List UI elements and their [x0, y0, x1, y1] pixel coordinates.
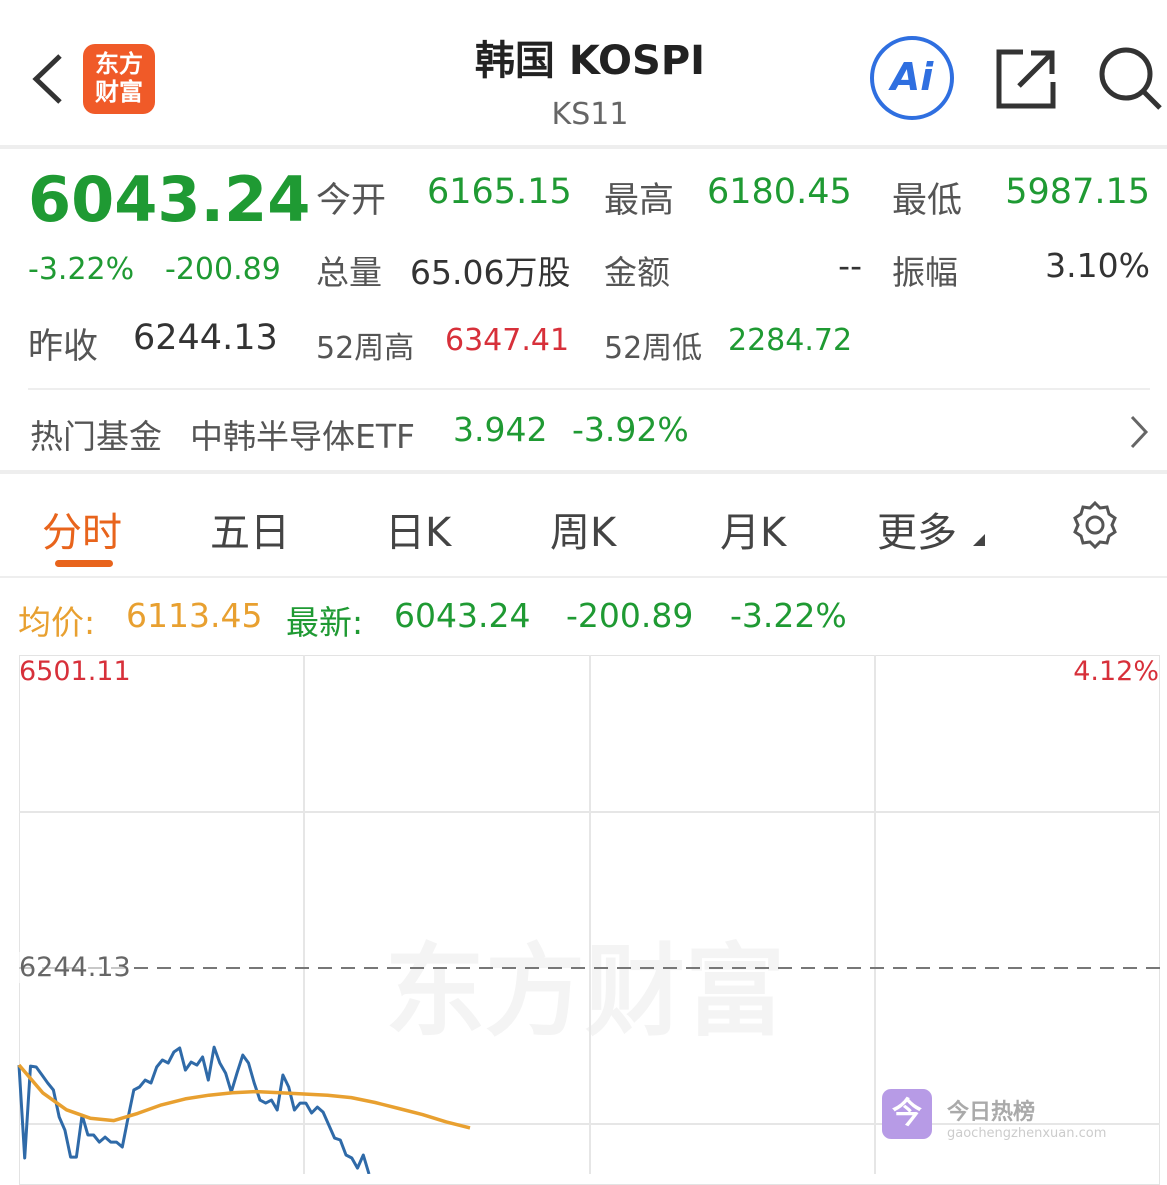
app-logo: 东方 财富 [83, 44, 155, 114]
amplitude-label: 振幅 [892, 253, 958, 292]
amplitude-value: 3.10% [1045, 246, 1150, 285]
latest-change-pct: -3.22% [730, 596, 847, 635]
price-line [17, 1045, 371, 1174]
watermark: 东方财富 [385, 933, 785, 1050]
prev-close-value: 6244.13 [133, 318, 278, 358]
change-pct: -3.22% [28, 252, 135, 287]
y-max-label: 6501.11 [19, 656, 131, 687]
stock-code: KS11 [551, 97, 629, 132]
tab-intraday[interactable]: 分时 [42, 510, 122, 556]
prev-close-line-label: 6244.13 [19, 952, 131, 983]
tab-monthly-k[interactable]: 月K [720, 510, 787, 556]
avg-label: 均价: [18, 603, 96, 642]
open-value: 6165.15 [427, 172, 572, 212]
divider [28, 388, 1150, 390]
header-divider [0, 145, 1167, 149]
high-value: 6180.45 [707, 172, 852, 212]
section-divider [0, 470, 1167, 474]
overlay-title: 今日热榜 [947, 1100, 1036, 1125]
page-title: 韩国 KOSPI [474, 38, 706, 84]
tab-daily-k[interactable]: 日K [385, 510, 452, 556]
back-chevron-icon[interactable] [30, 52, 66, 106]
w52-low-label: 52周低 [604, 331, 703, 366]
tab-more[interactable]: 更多 [877, 510, 957, 556]
fund-change: -3.92% [572, 410, 689, 449]
w52-high-label: 52周高 [316, 331, 415, 366]
ai-icon[interactable]: Ai [870, 36, 954, 120]
tab-five-day[interactable]: 五日 [210, 510, 290, 556]
fund-price: 3.942 [453, 410, 548, 449]
high-label: 最高 [604, 181, 675, 221]
w52-low-value: 2284.72 [728, 323, 853, 358]
divider [0, 576, 1167, 578]
prev-close-label: 昨收 [28, 327, 99, 367]
amount-value: -- [838, 246, 862, 285]
volume-value: 65.06万股 [410, 253, 571, 292]
volume-label: 总量 [316, 253, 382, 292]
amount-label: 金额 [604, 253, 670, 292]
latest-label: 最新: [286, 603, 364, 642]
open-label: 今开 [316, 181, 387, 221]
gear-icon[interactable] [1070, 500, 1120, 550]
tab-weekly-k[interactable]: 周K [550, 510, 617, 556]
low-value: 5987.15 [1005, 172, 1150, 212]
hot-list-badge-icon: 今 [882, 1089, 932, 1139]
dropdown-triangle-icon [973, 534, 985, 546]
hot-fund-label: 热门基金 [30, 417, 162, 456]
chevron-right-icon [1130, 415, 1149, 449]
share-icon[interactable] [995, 48, 1057, 110]
pct-max-label: 4.12% [1073, 656, 1159, 687]
hot-fund-row[interactable]: 热门基金 中韩半导体ETF 3.942 -3.92% [0, 392, 1167, 470]
average-line [17, 1063, 471, 1130]
current-price: 6043.24 [28, 163, 311, 236]
avg-value: 6113.45 [126, 596, 263, 635]
w52-high-value: 6347.41 [445, 323, 570, 358]
fund-name: 中韩半导体ETF [190, 417, 415, 456]
search-icon[interactable] [1098, 46, 1164, 112]
low-label: 最低 [892, 181, 963, 221]
change-value: -200.89 [165, 252, 281, 287]
active-tab-indicator [55, 560, 113, 567]
latest-value: 6043.24 [394, 596, 531, 635]
latest-change: -200.89 [566, 596, 694, 635]
overlay-site: gaochengzhenxuan.com [947, 1126, 1107, 1141]
